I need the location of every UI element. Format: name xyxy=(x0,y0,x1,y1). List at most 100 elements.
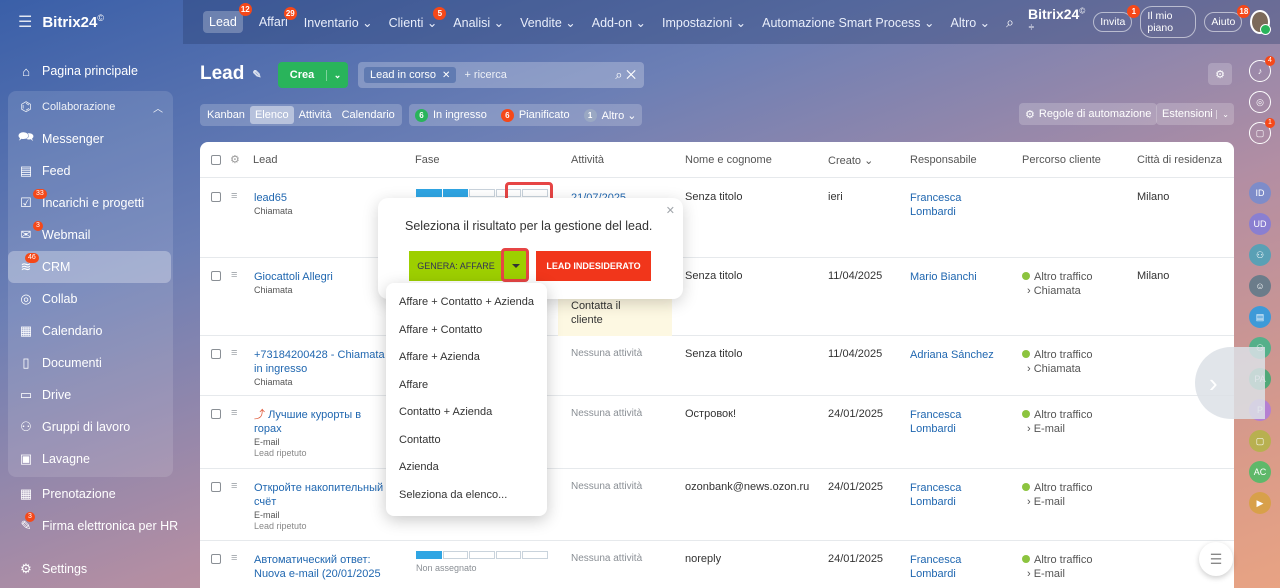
counter-in-ingresso[interactable]: 6 In ingresso xyxy=(415,108,487,122)
row-menu-icon[interactable]: ≡ xyxy=(231,190,238,202)
close-icon[interactable]: ✕ xyxy=(442,70,451,81)
column-percorso[interactable]: Percorso cliente xyxy=(1022,154,1101,166)
filter-tag[interactable]: Lead in corso ✕ xyxy=(364,67,457,83)
responsible-link[interactable]: Adriana Sánchez xyxy=(910,349,994,361)
help-button[interactable]: Aiuto 18 xyxy=(1204,5,1251,32)
sidebar-item-crm[interactable]: ≋ 46 CRM xyxy=(8,251,171,283)
menu-item-contatto-azienda[interactable]: Contatto + Azienda xyxy=(399,406,493,418)
table-row[interactable]: ≡ Автоматический ответ: Nuova e-mail (20… xyxy=(200,541,1234,588)
responsible-link[interactable]: Mario Bianchi xyxy=(910,271,977,283)
column-responsabile[interactable]: Responsabile xyxy=(910,154,977,166)
settings-button[interactable]: ⚙ xyxy=(1208,63,1232,85)
plan-button[interactable]: Il mio piano xyxy=(1140,6,1197,38)
responsible-link[interactable]: Francesca Lombardi xyxy=(910,481,961,509)
search-icon[interactable]: ⌕ ✕ xyxy=(615,67,636,82)
lead-name-link[interactable]: Автоматический ответ: Nuova e-mail (20/0… xyxy=(254,554,381,580)
lead-name-link[interactable]: Откройте накопительный счёт xyxy=(254,482,384,508)
sidebar-item-feed[interactable]: ▤ Feed xyxy=(8,155,173,187)
avatar-ud[interactable]: UD xyxy=(1249,213,1271,235)
table-row[interactable]: ≡ ⤴ Лучшие курорты в горах E-mail Lead r… xyxy=(200,396,1234,469)
pin-icon[interactable]: ✎ xyxy=(252,68,262,81)
sidebar-item-tasks[interactable]: ☑ 33 Incarichi e progetti xyxy=(8,187,173,219)
counter-altro[interactable]: 1 Altro ⌄ xyxy=(583,108,636,122)
sidebar-item-collab[interactable]: ◎ Collab xyxy=(8,283,173,315)
sidebar-item-home[interactable]: ⌂ Pagina principale xyxy=(0,55,183,87)
lead-name-link[interactable]: +73184200428 - Chiamata in ingresso xyxy=(254,349,385,375)
logo[interactable]: Bitrix24© xyxy=(42,13,105,31)
sidebar-item-gruppi[interactable]: ⚇ Gruppi di lavoro xyxy=(8,411,173,443)
sidebar-item-webmail[interactable]: ✉ 3 Webmail xyxy=(8,219,173,251)
nav-lead[interactable]: Lead 12 xyxy=(203,3,252,33)
column-citta[interactable]: Città di residenza xyxy=(1137,154,1222,166)
sidebar-item-lavagne[interactable]: ▣ Lavagne xyxy=(8,443,173,475)
chevron-down-icon[interactable]: ⌄ xyxy=(1216,109,1234,119)
search-icon[interactable]: ⌕ xyxy=(1006,13,1014,30)
search-input[interactable]: + ricerca xyxy=(464,69,507,81)
copilot-icon[interactable]: ◎ xyxy=(1249,91,1271,113)
chevron-down-icon[interactable]: ⌄ xyxy=(326,69,348,81)
tab-calendario[interactable]: Calendario xyxy=(341,109,395,121)
sidebar-item-calendario[interactable]: ▦ Calendario xyxy=(8,315,173,347)
menu-item-azienda[interactable]: Azienda xyxy=(399,461,439,473)
lead-name-link[interactable]: ⤴ Лучшие курорты в горах xyxy=(254,409,362,435)
group-icon[interactable]: ⚇ xyxy=(1249,244,1271,266)
table-row[interactable]: ≡ Giocattoli Allegri Chiamata Contatta i… xyxy=(200,258,1234,336)
counter-pianificato[interactable]: 6 Pianificato xyxy=(500,108,570,122)
tab-elenco[interactable]: Elenco xyxy=(249,106,294,124)
user-photo[interactable]: ☺ xyxy=(1249,275,1271,297)
menu-icon[interactable]: ☰ xyxy=(18,14,33,31)
nav-addon[interactable]: Add-on ⌄ xyxy=(591,15,646,30)
chat-icon[interactable]: ▢ 1 xyxy=(1249,118,1275,144)
close-icon[interactable]: ✕ xyxy=(665,205,675,217)
menu-item-contatto[interactable]: Contatto xyxy=(399,433,441,446)
avatar-ac[interactable]: AC xyxy=(1249,461,1271,483)
sidebar-item-settings[interactable]: ⚙ Settings xyxy=(0,553,183,585)
sidebar-item-prenotazione[interactable]: ▦ Prenotazione xyxy=(0,478,183,510)
nav-affari[interactable]: Affari 29 xyxy=(259,7,297,29)
menu-item-affare-contatto-azienda[interactable]: Affare + Contatto + Azienda xyxy=(399,296,534,308)
column-nome[interactable]: Nome e cognome xyxy=(685,154,772,166)
extensions-button[interactable]: Estensioni ⌄ xyxy=(1156,103,1234,125)
chevron-up-icon[interactable]: ︿ xyxy=(153,103,163,115)
row-menu-icon[interactable]: ≡ xyxy=(231,347,238,359)
responsible-link[interactable]: Francesca Lombardi xyxy=(910,191,961,219)
row-checkbox[interactable] xyxy=(211,554,221,564)
row-menu-icon[interactable]: ≡ xyxy=(231,269,238,281)
convert-label[interactable]: GENERA: AFFARE xyxy=(417,261,495,271)
nav-analisi[interactable]: Analisi ⌄ xyxy=(453,15,505,30)
row-checkbox[interactable] xyxy=(211,409,221,419)
chevron-right-icon[interactable]: › xyxy=(1195,347,1265,419)
nav-altro[interactable]: Altro ⌄ xyxy=(950,15,991,30)
group-chat-icon[interactable]: ▤ xyxy=(1249,306,1271,328)
gear-icon[interactable]: ⚙ xyxy=(230,154,240,166)
stage-cell[interactable]: Non assegnato xyxy=(416,551,548,573)
sidebar-item-drive[interactable]: ▭ Drive xyxy=(8,379,173,411)
sidebar-item-firma[interactable]: ✎ 3 Firma elettronica per HR xyxy=(0,510,183,542)
menu-item-seleziona[interactable]: Seleziona da elenco... xyxy=(399,488,508,501)
create-button[interactable]: Crea ⌄ xyxy=(278,62,348,88)
sidebar-group-header[interactable]: ⌬ Collaborazione ︿ xyxy=(8,91,173,123)
row-checkbox[interactable] xyxy=(211,349,221,359)
avatar-id[interactable]: ID xyxy=(1249,182,1271,204)
nav-vendite[interactable]: Vendite ⌄ xyxy=(520,15,576,30)
video-icon[interactable]: ▶ xyxy=(1249,492,1271,514)
row-checkbox[interactable] xyxy=(211,271,221,281)
sidebar-item-messenger[interactable]: 🗪 Messenger xyxy=(8,123,173,155)
row-menu-icon[interactable]: ≡ xyxy=(231,480,238,492)
tab-kanban[interactable]: Kanban xyxy=(207,109,245,121)
menu-item-affare-contatto[interactable]: Affare + Contatto xyxy=(399,323,483,336)
list-icon[interactable]: ☰ xyxy=(1199,542,1233,576)
message-icon[interactable]: ▢ xyxy=(1249,430,1271,452)
lead-name-link[interactable]: lead65 xyxy=(254,192,288,204)
nav-inventario[interactable]: Inventario ⌄ xyxy=(303,15,373,30)
junk-lead-button[interactable]: LEAD INDESIDERATO xyxy=(536,251,651,281)
row-menu-icon[interactable]: ≡ xyxy=(231,552,238,564)
column-lead[interactable]: Lead xyxy=(253,154,278,166)
automation-rules-button[interactable]: ⚙ Regole di automazione xyxy=(1019,103,1158,125)
invite-button[interactable]: Invita 1 xyxy=(1093,5,1141,32)
row-checkbox[interactable] xyxy=(211,192,221,202)
responsible-link[interactable]: Francesca Lombardi xyxy=(910,408,961,436)
row-checkbox[interactable] xyxy=(211,482,221,492)
convert-button[interactable]: GENERA: AFFARE xyxy=(409,251,528,281)
stage-progress[interactable] xyxy=(416,189,548,197)
